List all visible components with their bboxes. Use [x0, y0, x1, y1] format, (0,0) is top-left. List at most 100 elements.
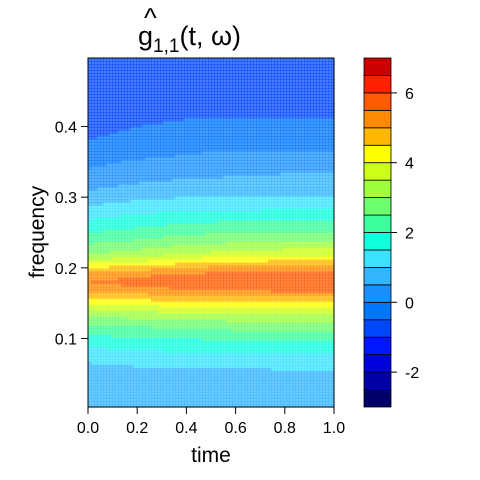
heatmap-cell: [139, 193, 143, 197]
heatmap-cell: [202, 151, 206, 155]
heatmap-cell: [178, 184, 182, 188]
heatmap-cell: [289, 181, 293, 185]
heatmap-cell: [328, 142, 332, 146]
heatmap-cell: [154, 223, 158, 228]
heatmap-cell: [115, 79, 119, 83]
heatmap-cell: [106, 148, 110, 152]
heatmap-cell: [214, 151, 218, 155]
heatmap-cell: [265, 205, 269, 210]
heatmap-cell: [223, 58, 227, 62]
heatmap-cell: [271, 127, 275, 131]
heatmap-cell: [172, 106, 176, 110]
heatmap-cell: [118, 214, 122, 219]
heatmap-cell: [262, 181, 266, 185]
heatmap-cell: [136, 205, 140, 210]
heatmap-cell: [196, 151, 200, 155]
heatmap-cell: [325, 106, 329, 110]
heatmap-cell: [199, 82, 203, 86]
heatmap-cell: [94, 133, 98, 137]
heatmap-cell: [211, 181, 215, 185]
heatmap-cell: [211, 136, 215, 140]
heatmap-cell: [196, 127, 200, 131]
heatmap-cell: [196, 199, 200, 204]
heatmap-cell: [187, 67, 191, 71]
heatmap-cell: [142, 97, 146, 101]
heatmap-cell: [160, 217, 164, 222]
heatmap-cell: [259, 79, 263, 83]
heatmap-cell: [157, 76, 161, 80]
heatmap-cell: [268, 136, 272, 140]
heatmap-cell: [145, 121, 149, 125]
heatmap-cell: [106, 187, 110, 191]
heatmap-cell: [262, 94, 266, 98]
heatmap-cell: [214, 112, 218, 116]
heatmap-cell: [256, 106, 260, 110]
heatmap-cell: [229, 118, 233, 122]
heatmap-cell: [253, 121, 257, 125]
heatmap-cell: [319, 79, 323, 83]
heatmap-cell: [232, 97, 236, 101]
heatmap-cell: [217, 169, 221, 173]
heatmap-cell: [211, 91, 215, 95]
heatmap-cell: [211, 61, 215, 65]
heatmap-cell: [211, 178, 215, 182]
heatmap-cell: [193, 199, 197, 204]
heatmap-cell: [259, 157, 263, 161]
heatmap-cell: [241, 64, 245, 68]
heatmap-cell: [235, 73, 239, 77]
heatmap-cell: [169, 88, 173, 92]
heatmap-cell: [214, 109, 218, 113]
heatmap-cell: [208, 112, 212, 116]
heatmap-cell: [229, 88, 233, 92]
heatmap-cell: [280, 103, 284, 107]
heatmap-cell: [250, 214, 254, 219]
heatmap-cell: [178, 142, 182, 146]
heatmap-cell: [220, 220, 224, 225]
heatmap-cell: [265, 85, 269, 89]
heatmap-cell: [196, 205, 200, 210]
heatmap-cell: [328, 91, 332, 95]
heatmap-cell: [331, 121, 335, 125]
heatmap-cell: [304, 121, 308, 125]
heatmap-cell: [142, 130, 146, 134]
heatmap-cell: [301, 223, 305, 228]
heatmap-cell: [283, 214, 287, 219]
heatmap-cell: [226, 211, 230, 216]
heatmap-cell: [247, 109, 251, 113]
heatmap-cell: [241, 94, 245, 98]
heatmap-cell: [319, 130, 323, 134]
heatmap-cell: [301, 172, 305, 176]
heatmap-cell: [298, 79, 302, 83]
heatmap-cell: [325, 187, 329, 191]
heatmap-cell: [112, 160, 116, 164]
heatmap-cell: [130, 61, 134, 65]
heatmap-cell: [238, 226, 242, 231]
heatmap-cell: [199, 208, 203, 213]
heatmap-cell: [118, 76, 122, 80]
heatmap-cell: [169, 121, 173, 125]
heatmap-cell: [301, 118, 305, 122]
heatmap-cell: [322, 79, 326, 83]
heatmap-cell: [286, 160, 290, 164]
heatmap-cell: [211, 118, 215, 122]
heatmap-cell: [268, 184, 272, 188]
heatmap-cell: [124, 226, 128, 231]
heatmap-cell: [253, 109, 257, 113]
heatmap-cell: [301, 136, 305, 140]
heatmap-cell: [112, 67, 116, 71]
heatmap-cell: [322, 64, 326, 68]
heatmap-cell: [211, 154, 215, 158]
heatmap-cell: [328, 196, 332, 201]
heatmap-cell: [292, 217, 296, 222]
heatmap-cell: [112, 214, 116, 219]
heatmap-cell: [211, 160, 215, 164]
heatmap-cell: [217, 79, 221, 83]
heatmap-cell: [115, 139, 119, 143]
heatmap-cell: [166, 70, 170, 74]
heatmap-cell: [271, 145, 275, 149]
heatmap-cell: [157, 175, 161, 179]
heatmap-cell: [202, 103, 206, 107]
heatmap-cell: [100, 130, 104, 134]
heatmap-cell: [151, 115, 155, 119]
heatmap-cell: [208, 172, 212, 176]
